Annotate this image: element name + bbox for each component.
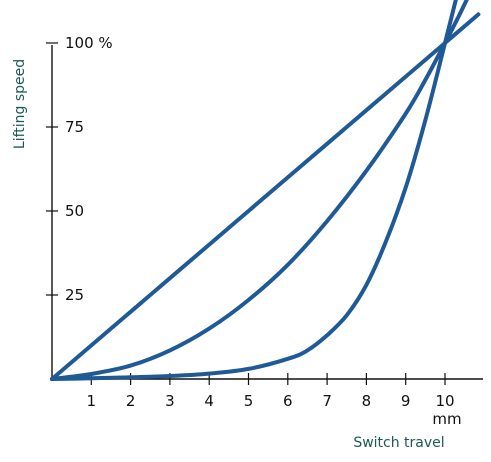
y-ticks: 25 50 75 100 % — [46, 34, 113, 304]
y-tick-label: 75 — [65, 118, 84, 136]
x-tick-label: 4 — [204, 392, 214, 410]
x-axis-unit: mm — [432, 410, 461, 428]
series-line-1 — [50, 12, 481, 381]
y-tick-label: 100 % — [65, 34, 113, 52]
x-tick-label: 5 — [244, 392, 254, 410]
x-ticks: 1 2 3 4 5 6 7 8 9 10 — [87, 373, 455, 410]
x-tick-label: 1 — [87, 392, 97, 410]
y-axis-label: Lifting speed — [12, 59, 28, 149]
x-tick-label: 7 — [322, 392, 332, 410]
x-tick-label: 2 — [126, 392, 136, 410]
x-tick-label: 10 — [435, 392, 454, 410]
x-tick-label: 6 — [283, 392, 293, 410]
x-tick-label: 9 — [401, 392, 411, 410]
x-axis-label: Switch travel — [353, 435, 444, 451]
y-tick-label: 25 — [65, 286, 84, 304]
series-group — [50, 0, 481, 381]
series-line-3 — [50, 0, 458, 381]
x-tick-label: 8 — [362, 392, 372, 410]
y-tick-label: 50 — [65, 202, 84, 220]
x-tick-label: 3 — [165, 392, 175, 410]
